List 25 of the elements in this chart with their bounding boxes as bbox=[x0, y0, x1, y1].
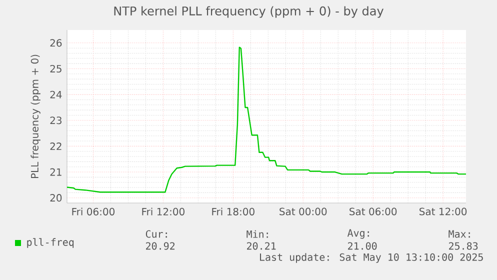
text: 20.21 bbox=[247, 242, 276, 250]
text: 21.00 bbox=[348, 242, 377, 250]
y-tick-label: 26 bbox=[50, 39, 62, 47]
y-tick-label: 24 bbox=[50, 90, 62, 98]
y-tick-label: 21 bbox=[50, 168, 62, 176]
x-tick-label: Sat 06:00 bbox=[350, 208, 397, 216]
chart-title: NTP kernel PLL frequency (ppm + 0) - by day bbox=[114, 6, 384, 18]
y-tick-label: 25 bbox=[50, 64, 62, 73]
text: Cur: bbox=[146, 230, 167, 238]
x-tick-label: Fri 18:00 bbox=[212, 208, 254, 216]
y-tick-label: 23 bbox=[50, 116, 62, 124]
y-tick-label: 20 bbox=[50, 194, 62, 202]
x-tick-label: Fri 06:00 bbox=[72, 208, 115, 216]
x-tick-label: Sat 00:00 bbox=[280, 208, 327, 216]
text: Min: bbox=[246, 230, 268, 238]
text: 25.83 bbox=[449, 242, 478, 250]
text: Avg: bbox=[347, 229, 369, 239]
text: Max: bbox=[448, 230, 470, 238]
x-tick-label: Fri 12:00 bbox=[142, 208, 184, 216]
x-tick-label: Sat 12:00 bbox=[420, 208, 467, 216]
y-axis-title: PLL frequency (ppm + 0) bbox=[30, 54, 40, 178]
legend-label: pll-freq bbox=[27, 238, 74, 248]
text: 20.92 bbox=[146, 242, 175, 250]
y-tick-label: 22 bbox=[50, 142, 62, 150]
text: Last update: Sat May 10 13:10:00 2025 bbox=[260, 253, 483, 263]
